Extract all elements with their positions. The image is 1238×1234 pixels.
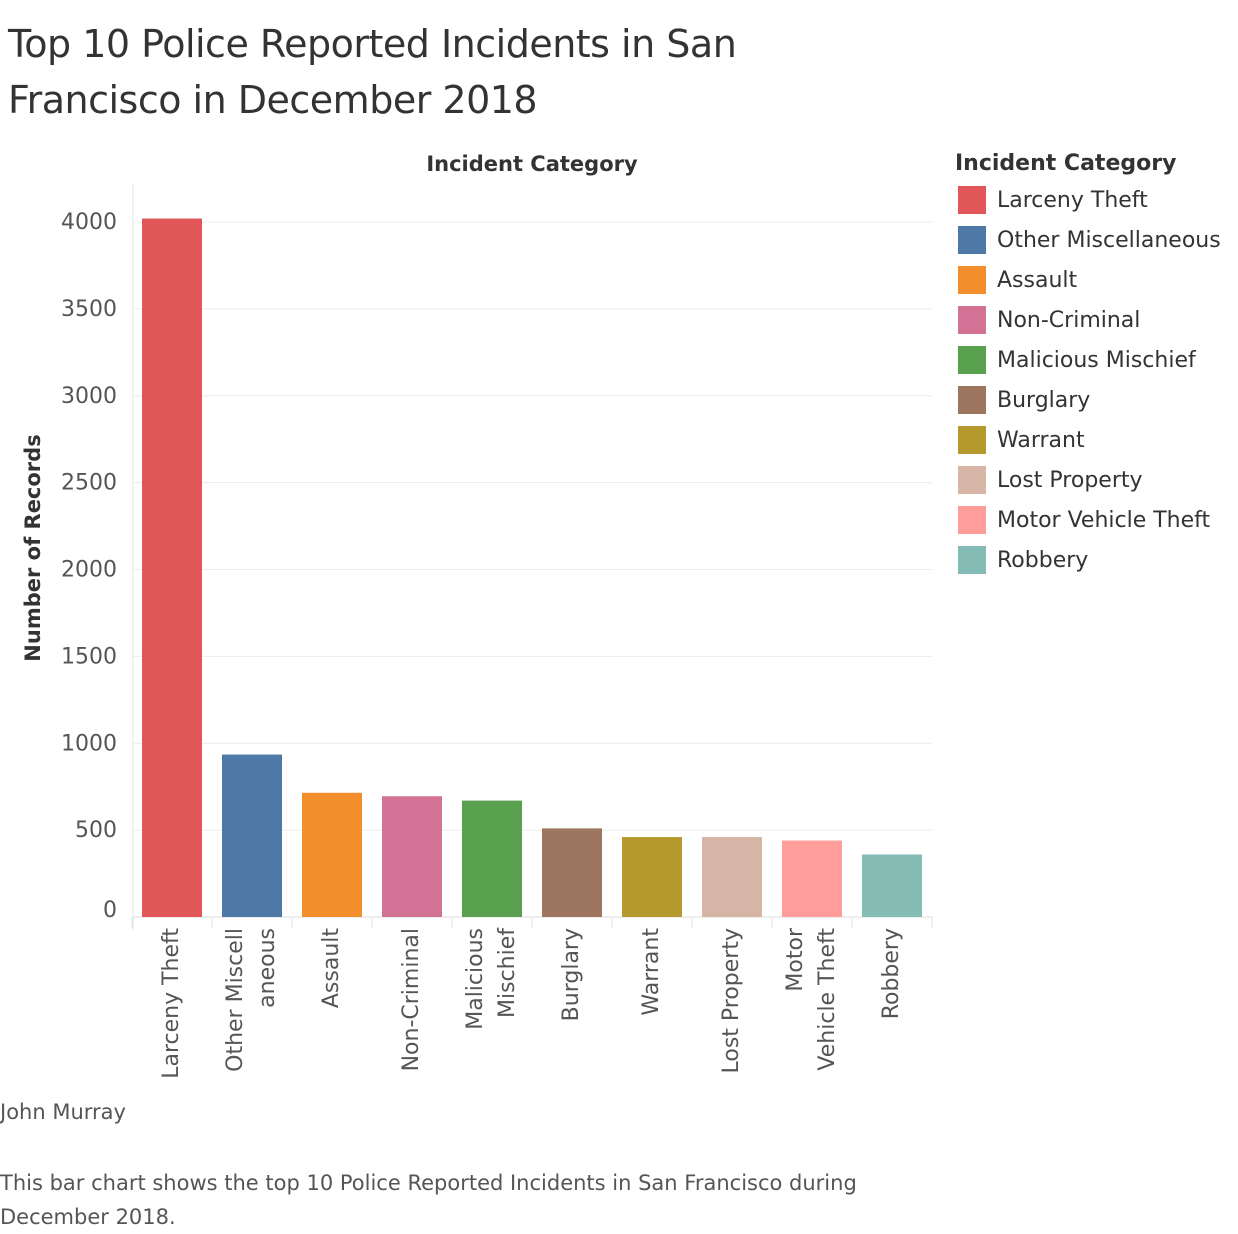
legend-swatch [958, 546, 986, 574]
legend-item: Non-Criminal [955, 300, 1235, 340]
x-tick-label: Mischief [495, 927, 520, 1018]
author-name: John Murray [0, 1100, 126, 1124]
y-tick-label: 1500 [61, 644, 117, 669]
y-tick-label: 500 [75, 818, 117, 843]
x-tick-label: Other Miscell [223, 928, 248, 1072]
x-axis-title: Incident Category [426, 152, 638, 176]
bar-lost-property [702, 837, 762, 917]
legend-item: Malicious Mischief [955, 340, 1235, 380]
x-tick-label: Larceny Theft [159, 928, 184, 1079]
x-tick-label: aneous [255, 928, 280, 1008]
bar-assault [302, 792, 362, 917]
legend-swatch [958, 266, 986, 294]
bar-larceny-theft [142, 218, 202, 917]
legend-item: Other Miscellaneous [955, 220, 1235, 260]
legend-label: Non-Criminal [997, 307, 1141, 333]
legend-label: Lost Property [997, 467, 1143, 493]
legend-item: Robbery [955, 540, 1235, 580]
legend-title: Incident Category [955, 151, 1177, 176]
chart-caption: This bar chart shows the top 10 Police R… [0, 1171, 857, 1229]
legend-label: Assault [997, 267, 1078, 293]
legend-swatch [958, 186, 986, 214]
y-tick-label: 4000 [61, 210, 117, 235]
y-tick-label: 1000 [61, 731, 117, 756]
legend-item: Motor Vehicle Theft [955, 500, 1235, 540]
legend-item: Warrant [955, 420, 1235, 460]
legend-swatch [958, 426, 986, 454]
x-tick-label: Motor [783, 927, 808, 992]
x-tick-label: Lost Property [719, 928, 744, 1074]
x-tick-label: Burglary [559, 928, 584, 1021]
legend-swatch [958, 306, 986, 334]
bar-robbery [862, 854, 922, 917]
bar-malicious-mischief [462, 800, 522, 917]
x-tick-label: Assault [319, 928, 344, 1009]
legend-items: Larceny Theft Other Miscellaneous Assault N… [955, 180, 1235, 580]
legend: Incident Category Larceny Theft Other Mis… [955, 148, 1235, 580]
legend-label: Motor Vehicle Theft [997, 507, 1211, 533]
x-tick-label: Vehicle Theft [815, 928, 840, 1071]
y-tick-label: 2500 [61, 471, 117, 496]
bar-motor-vehicle-theft [782, 840, 842, 917]
legend-swatch [958, 386, 986, 414]
x-tick-label: Non-Criminal [399, 928, 424, 1071]
legend-swatch [958, 466, 986, 494]
chart-title: Top 10 Police Reported Incidents in San … [8, 22, 737, 122]
legend-label: Other Miscellaneous [997, 227, 1221, 253]
legend-label: Robbery [997, 547, 1089, 573]
legend-label: Malicious Mischief [997, 347, 1196, 373]
bar-warrant [622, 837, 682, 917]
legend-item: Assault [955, 260, 1235, 300]
bar-other-miscellaneous [222, 754, 282, 917]
legend-swatch [958, 506, 986, 534]
legend-item: Burglary [955, 380, 1235, 420]
x-tick-label: Robbery [879, 928, 904, 1019]
legend-item: Lost Property [955, 460, 1235, 500]
legend-label: Warrant [997, 427, 1085, 453]
legend-item: Larceny Theft [955, 180, 1235, 220]
legend-label: Larceny Theft [997, 187, 1148, 213]
x-tick-label: Warrant [639, 928, 664, 1016]
y-tick-label: 2000 [61, 558, 117, 583]
legend-swatch [958, 346, 986, 374]
bar-non-criminal [382, 796, 442, 917]
y-tick-label: 3000 [61, 384, 117, 409]
y-tick-label: 3500 [61, 297, 117, 322]
legend-swatch [958, 226, 986, 254]
y-tick-label: 0 [103, 898, 117, 923]
legend-label: Burglary [997, 387, 1091, 413]
y-axis-title: Number of Records [21, 434, 45, 661]
bar-burglary [542, 828, 602, 917]
x-tick-label: Malicious [463, 928, 488, 1030]
